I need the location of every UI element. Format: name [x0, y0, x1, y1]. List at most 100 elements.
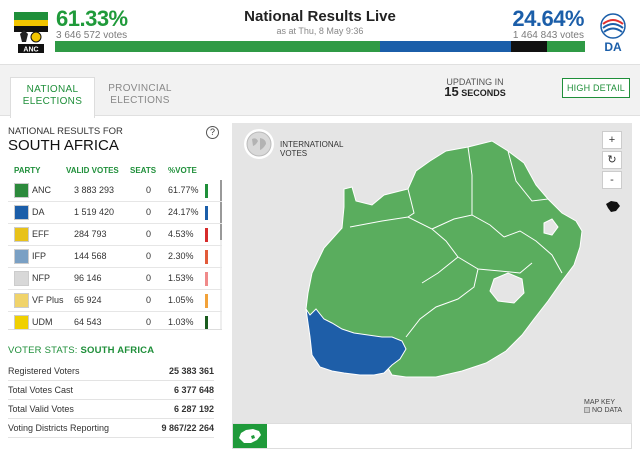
party-color-swatch: [205, 228, 208, 242]
col-pct-vote[interactable]: %VOTE: [168, 166, 197, 175]
lesotho-no-data: [489, 272, 525, 304]
party-name: NFP: [32, 273, 50, 283]
map-anc-regions[interactable]: [305, 140, 583, 378]
party-logo-icon: [14, 271, 29, 286]
party-pct-vote: 1.03%: [168, 317, 194, 327]
col-party[interactable]: PARTY: [14, 166, 41, 175]
results-table-header: PARTY VALID VOTES SEATS %VOTE: [8, 166, 222, 178]
tab-national-elections[interactable]: NATIONAL ELECTIONS: [10, 77, 95, 118]
party-seats: 0: [146, 273, 152, 283]
vote-share-segment-da: [380, 41, 511, 52]
zoom-in-button[interactable]: +: [602, 131, 622, 149]
vote-share-segment-anc: [55, 41, 381, 52]
party-pct-vote: 61.77%: [168, 185, 199, 195]
voter-stat-label: Voting Districts Reporting: [8, 423, 110, 433]
table-row[interactable]: ANC 3 883 293 0 61.77%: [8, 180, 222, 202]
as-at-timestamp: as at Thu, 8 May 9:36: [276, 26, 364, 36]
party-valid-votes: 284 793: [74, 229, 107, 239]
party-pct-vote: 1.05%: [168, 295, 194, 305]
voter-stat-value: 6 377 648: [173, 385, 214, 395]
party-color-swatch: [205, 206, 208, 220]
anc-percentage: 61.33%: [56, 6, 128, 31]
updating-label: UPDATING IN: [446, 77, 504, 87]
south-africa-map[interactable]: [232, 123, 632, 423]
party-logo-icon: [14, 293, 29, 308]
voter-stats-prefix: VOTER STATS:: [8, 345, 81, 356]
table-row[interactable]: DA 1 519 420 0 24.17%: [8, 202, 222, 224]
party-valid-votes: 64 543: [74, 317, 102, 327]
voter-stat-row: Voting Districts Reporting 9 867/22 264: [8, 419, 214, 438]
results-panel: NATIONAL RESULTS FOR SOUTH AFRICA ? PART…: [0, 118, 228, 452]
results-place: SOUTH AFRICA: [8, 137, 119, 154]
col-valid-votes[interactable]: VALID VOTES: [66, 166, 119, 175]
party-color-swatch: [205, 272, 208, 286]
map-da-regions[interactable]: [305, 305, 407, 376]
anc-votes: 3 646 572 votes: [56, 30, 128, 41]
party-logo-icon: [14, 249, 29, 264]
table-row[interactable]: UDM 64 543 0 1.03%: [8, 312, 222, 329]
map-key-title: MAP KEY: [584, 399, 615, 406]
party-name: DA: [32, 207, 45, 217]
party-color-swatch: [205, 316, 208, 329]
map-bottom-bar: [232, 423, 632, 449]
intl-line2: VOTES: [280, 149, 308, 158]
vote-share-bar: [55, 41, 585, 52]
results-map[interactable]: INTERNATIONAL VOTES + ↻ - MAP KEY NO DAT…: [232, 123, 632, 423]
tab-provincial-elections[interactable]: PROVINCIAL ELECTIONS: [100, 77, 180, 118]
party-valid-votes: 96 146: [74, 273, 102, 283]
da-votes: 1 464 843 votes: [512, 30, 584, 41]
voter-stats-title: VOTER STATS: SOUTH AFRICA: [8, 345, 154, 356]
party-valid-votes: 65 924: [74, 295, 102, 305]
no-data-swatch: [584, 407, 590, 414]
help-icon[interactable]: ?: [206, 126, 219, 139]
party-pct-vote: 1.53%: [168, 273, 194, 283]
svg-text:ANC: ANC: [23, 47, 38, 54]
party-seats: 0: [146, 295, 152, 305]
party-color-swatch: [205, 294, 208, 308]
results-scrollbar[interactable]: [220, 180, 222, 329]
results-label: NATIONAL RESULTS FOR: [8, 126, 123, 137]
map-key-no-data: NO DATA: [592, 407, 623, 414]
da-logo-icon: DA: [600, 13, 626, 54]
table-row[interactable]: VF Plus 65 924 0 1.05%: [8, 290, 222, 312]
da-percentage: 24.64%: [512, 6, 584, 31]
party-seats: 0: [146, 317, 152, 327]
party-pct-vote: 24.17%: [168, 207, 199, 217]
swaziland-no-data: [543, 218, 559, 236]
updating-unit: SECONDS: [461, 88, 506, 98]
party-logo-icon: [14, 227, 29, 242]
page-title: National Results Live: [244, 8, 396, 25]
international-votes-link[interactable]: INTERNATIONAL VOTES: [280, 140, 343, 158]
party-name: EFF: [32, 229, 49, 239]
update-countdown: UPDATING IN 15 SECONDS: [430, 77, 520, 98]
election-tabs-bar: NATIONAL ELECTIONS PROVINCIAL ELECTIONS …: [0, 64, 640, 118]
party-pct-vote: 4.53%: [168, 229, 194, 239]
party-seats: 0: [146, 229, 152, 239]
table-row[interactable]: NFP 96 146 0 1.53%: [8, 268, 222, 290]
tab-provincial-line1: PROVINCIAL: [108, 83, 172, 94]
party-color-swatch: [205, 250, 208, 264]
party-name: IFP: [32, 251, 47, 261]
updating-number: 15: [444, 84, 459, 99]
table-row[interactable]: EFF 284 793 0 4.53%: [8, 224, 222, 246]
globe-icon[interactable]: [244, 129, 274, 159]
high-detail-button[interactable]: HIGH DETAIL: [562, 78, 630, 98]
party-logo-icon: [14, 205, 29, 220]
party-seats: 0: [146, 207, 152, 217]
voter-stats-place: SOUTH AFRICA: [80, 345, 155, 356]
reset-map-button[interactable]: ↻: [602, 151, 622, 169]
results-scroll-thumb[interactable]: [220, 180, 222, 240]
results-header: ANC 61.33% 3 646 572 votes National Resu…: [0, 0, 640, 58]
zoom-out-button[interactable]: -: [602, 171, 622, 189]
svg-text:DA: DA: [604, 40, 622, 54]
africa-view-icon[interactable]: [602, 197, 624, 215]
vote-share-segment-eff: [510, 41, 547, 52]
table-row[interactable]: IFP 144 568 0 2.30%: [8, 246, 222, 268]
voter-stat-label: Registered Voters: [8, 366, 80, 376]
map-boundaries: [349, 146, 563, 338]
col-seats[interactable]: SEATS: [130, 166, 157, 175]
party-seats: 0: [146, 185, 152, 195]
results-table: ANC 3 883 293 0 61.77% DA 1 519 420 0 24.17% EFF…: [8, 180, 222, 330]
south-africa-icon[interactable]: [233, 424, 267, 448]
voter-stat-row: Total Valid Votes 6 287 192: [8, 400, 214, 419]
